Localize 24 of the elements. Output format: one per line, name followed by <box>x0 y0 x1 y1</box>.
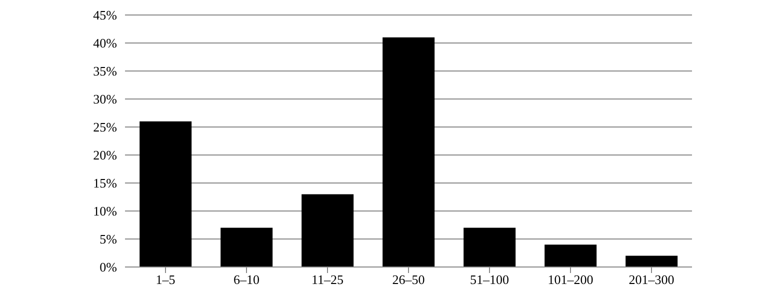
bar <box>626 256 678 267</box>
y-tick-label: 40% <box>93 36 118 51</box>
y-tick-label: 5% <box>100 232 118 247</box>
x-tick-label: 6–10 <box>234 272 260 288</box>
x-tick-label: 101–200 <box>548 272 594 288</box>
bar <box>544 244 597 267</box>
bar <box>140 121 192 267</box>
y-tick-label: 10% <box>93 204 118 219</box>
x-tick-label: 201–300 <box>628 272 674 288</box>
x-tick-label: 1–5 <box>156 272 176 288</box>
x-tick-label: 51–100 <box>470 272 509 288</box>
bar <box>382 37 435 267</box>
y-tick-label: 25% <box>93 120 118 135</box>
y-tick-label: 45% <box>93 8 118 23</box>
y-tick-label: 0% <box>100 260 118 275</box>
bar <box>302 194 354 267</box>
y-tick-label: 30% <box>93 92 118 107</box>
x-tick-label: 11–25 <box>311 272 344 288</box>
y-tick-label: 15% <box>93 176 118 191</box>
x-tick-label: 26–50 <box>392 272 425 288</box>
y-tick-label: 20% <box>93 148 118 163</box>
y-tick-label: 35% <box>93 64 118 79</box>
bar <box>220 228 273 267</box>
bar <box>464 228 516 267</box>
